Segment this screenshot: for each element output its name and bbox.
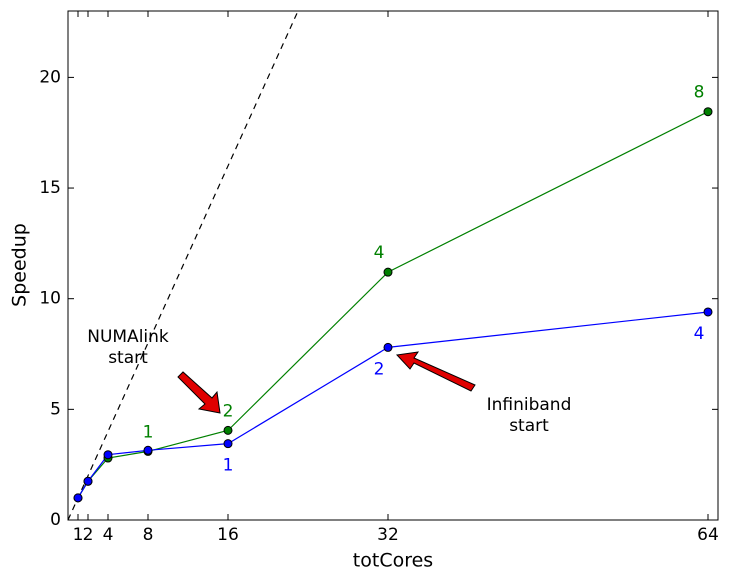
data-point [383, 267, 393, 277]
data-point [703, 307, 713, 317]
data-point [383, 342, 393, 352]
data-point [223, 439, 233, 449]
x-axis-label: totCores [353, 550, 433, 572]
point-label: 2 [223, 401, 234, 421]
data-point [103, 450, 113, 460]
point-label: 8 [694, 83, 705, 103]
y-tick-label: 20 [39, 67, 61, 87]
annotation: start [509, 416, 549, 436]
annotation: start [108, 348, 148, 368]
plot-frame [67, 10, 719, 521]
reference-line [68, 11, 299, 520]
data-point [83, 476, 93, 486]
point-label: 4 [374, 243, 385, 263]
x-tick-label: 1 [73, 525, 84, 545]
y-axis-label: Speedup [9, 223, 31, 307]
data-point [223, 425, 233, 435]
point-label: 1 [143, 422, 154, 442]
point-label: 2 [374, 359, 385, 379]
x-tick-label: 2 [83, 525, 94, 545]
annotation: Infiniband [487, 395, 572, 415]
point-label: 4 [694, 324, 705, 344]
x-tick-label: 4 [103, 525, 114, 545]
x-tick-label: 64 [697, 525, 719, 545]
annotation: NUMAlink [87, 327, 169, 347]
y-tick-label: 15 [39, 178, 61, 198]
data-point [703, 107, 713, 117]
point-label: 1 [223, 456, 234, 476]
y-tick-label: 0 [50, 510, 61, 530]
data-point [73, 493, 83, 503]
y-tick-label: 5 [50, 399, 61, 419]
arrow [395, 351, 476, 392]
x-tick-label: 8 [143, 525, 154, 545]
arrow [177, 371, 221, 414]
x-tick-label: 32 [377, 525, 399, 545]
x-tick-label: 16 [217, 525, 239, 545]
y-tick-label: 10 [39, 289, 61, 309]
data-point [143, 445, 153, 455]
